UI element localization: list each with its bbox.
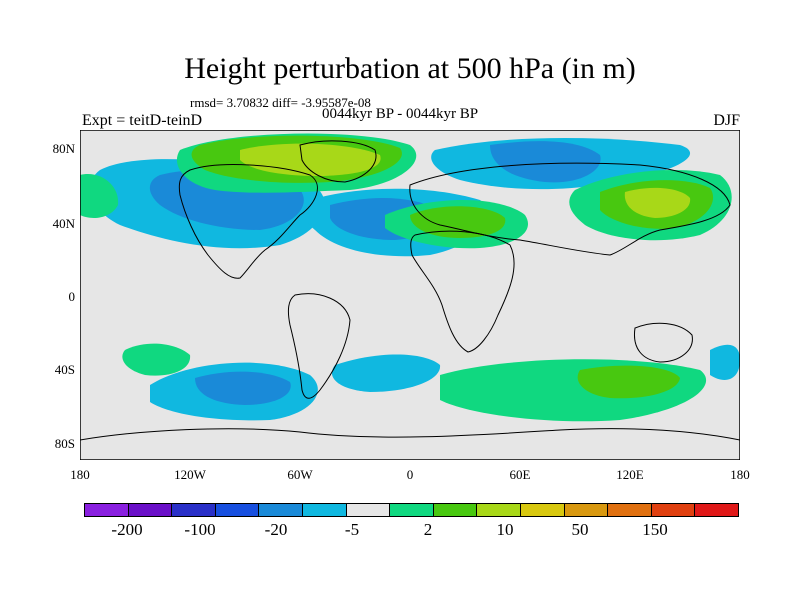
colorbar-label: -100 (184, 520, 216, 539)
colorbar-label: 10 (496, 520, 514, 539)
lat-label-40s: 40S (54, 362, 75, 377)
europe-high-core (410, 206, 506, 238)
lat-label-80n: 80N (52, 141, 75, 156)
coast-antarctica (80, 428, 740, 441)
lon-label-180w: 180 (70, 467, 90, 482)
south-pacific-low-core (195, 371, 291, 405)
colorbar-swatch (389, 503, 434, 517)
colorbar-swatch (519, 503, 565, 517)
lat-label-0: 0 (68, 289, 76, 304)
coast-south-america (287, 293, 351, 399)
colorbar-swatch (607, 503, 652, 517)
colorbar-label: 150 (642, 520, 668, 539)
coast-australia (633, 322, 693, 363)
south-pacific-high (122, 343, 191, 376)
map-panel (80, 130, 740, 460)
colorbar-swatch (650, 503, 696, 517)
lon-label-180e: 180 (730, 467, 750, 482)
lon-label-60e: 60E (509, 467, 531, 482)
coast-eurasia (409, 162, 731, 256)
experiment-label: Expt = teitD-teinD (82, 112, 203, 129)
lat-label-80s: 80S (54, 436, 75, 451)
colorbar-swatch (476, 503, 521, 517)
colorbar-label: 2 (423, 520, 433, 539)
colorbar-swatch (694, 503, 739, 517)
colorbar-swatch (214, 503, 260, 517)
greenland-high-core (240, 143, 381, 176)
east-asia-high-core (624, 187, 691, 218)
stats-label: rmsd= 3.70832 diff= -3.95587e-08 (190, 95, 371, 110)
colorbar-label: -5 (344, 520, 360, 539)
siberia-low (490, 141, 601, 183)
colorbar-swatch (301, 503, 347, 517)
lat-label-40n: 40N (52, 216, 75, 231)
colorbar-swatch (563, 503, 609, 517)
colorbar-label: -200 (111, 520, 143, 539)
colorbar-label: -20 (264, 520, 288, 539)
period-label: 0044kyr BP - 0044kyr BP (322, 106, 479, 122)
season-label: DJF (713, 112, 740, 129)
coast-north-america (178, 164, 318, 279)
colorbar-swatch (258, 503, 303, 517)
south-indian-high-core (577, 365, 680, 399)
coastlines (80, 140, 740, 441)
lon-label-120e: 120E (616, 467, 644, 482)
colorbar-swatch (345, 503, 391, 517)
lon-label-60w: 60W (287, 467, 313, 482)
colorbar-swatch (84, 503, 129, 517)
lon-label-120w: 120W (174, 467, 206, 482)
colorbar-swatch (171, 503, 216, 517)
colorbar-swatch (432, 503, 478, 517)
south-ocean-low-east (710, 344, 740, 380)
south-atlantic-low (331, 354, 441, 392)
colorbar-swatch (127, 503, 173, 517)
north-pacific-west-high (80, 174, 119, 218)
lon-label-0: 0 (406, 467, 414, 482)
coast-greenland (299, 140, 377, 183)
coast-africa (410, 230, 515, 353)
colorbar (84, 503, 739, 517)
colorbar-label: 50 (571, 520, 589, 539)
page-title: Height perturbation at 500 hPa (in m) (184, 52, 636, 85)
